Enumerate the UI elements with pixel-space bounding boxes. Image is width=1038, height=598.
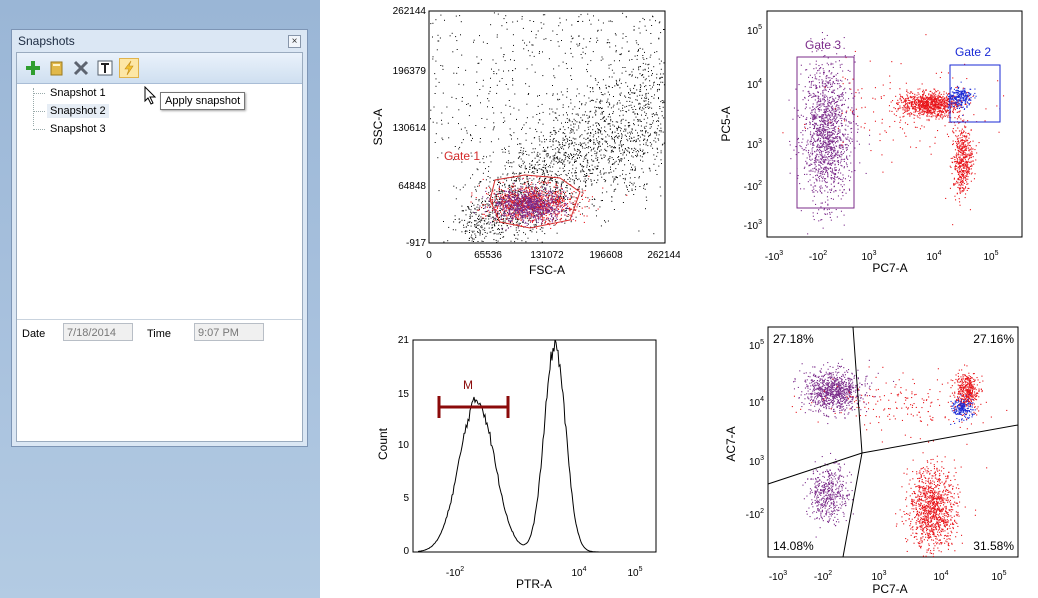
text-icon: [97, 60, 113, 76]
snapshot-tree: Snapshot 1 Snapshot 2 Snapshot 3: [17, 84, 302, 320]
delete-snapshot-button[interactable]: [71, 58, 91, 78]
gate-1-label: Gate 1: [444, 149, 480, 163]
y-tick-label: -917: [406, 238, 426, 249]
x-tick-label: 105: [983, 250, 998, 263]
date-field[interactable]: 7/18/2014: [63, 323, 133, 341]
gate-3-label: Gate 3: [805, 38, 841, 52]
y-tick-label: 5: [403, 493, 409, 504]
panel-title: Snapshots: [18, 34, 75, 48]
x-icon: [73, 60, 89, 76]
y-tick-label: 10: [398, 440, 410, 451]
y-tick-label: -103: [744, 219, 762, 232]
marker-label: M: [463, 378, 473, 392]
time-field[interactable]: 9:07 PM: [194, 323, 264, 341]
apply-snapshot-tooltip: Apply snapshot: [160, 92, 245, 110]
x-axis-label: FSC-A: [529, 263, 565, 277]
y-tick-label: 103: [749, 455, 764, 468]
x-tick-label: -102: [814, 570, 832, 583]
date-label: Date: [22, 328, 45, 340]
snapshot-toolbar: [17, 53, 302, 84]
y-tick-label: 21: [398, 335, 410, 346]
y-axis-label: AC7-A: [724, 426, 738, 461]
quadrant-top-right-percent: 27.16%: [973, 332, 1014, 346]
snapshot-item[interactable]: Snapshot 3: [47, 122, 109, 136]
y-tick-label: 262144: [393, 6, 427, 17]
plot-ptr-histogram: M 21 15 10 5 0 -102 104 105 PTR-A Count: [360, 330, 680, 598]
y-tick-label: 0: [403, 546, 409, 557]
y-tick-label: 105: [747, 24, 762, 37]
y-tick-label: 130614: [393, 123, 427, 134]
plot-ssc-vs-fsc: Gate 1 262144 196379 130614 64848 -917 0…: [360, 0, 680, 290]
y-axis-label: SSC-A: [371, 109, 385, 146]
open-snapshot-button[interactable]: [47, 58, 67, 78]
tree-connector: [33, 111, 45, 112]
x-tick-label: 65536: [474, 250, 502, 261]
x-tick-label: 104: [926, 250, 941, 263]
x-tick-label: -103: [765, 250, 783, 263]
x-tick-label: 105: [627, 566, 642, 579]
x-tick-label: -102: [446, 566, 464, 579]
x-tick-label: 0: [426, 250, 432, 261]
plot-frame[interactable]: [768, 327, 1018, 557]
y-axis-label: PC5-A: [719, 106, 733, 141]
y-tick-label: 64848: [398, 181, 426, 192]
quadrant-top-left-percent: 27.18%: [773, 332, 814, 346]
y-tick-label: 104: [749, 396, 764, 409]
plot-ac7-vs-pc7: 27.18% 27.16% 14.08% 31.58% 105 104 103 …: [710, 318, 1038, 598]
x-tick-label: -102: [809, 250, 827, 263]
y-tick-label: -102: [744, 180, 762, 193]
time-label: Time: [147, 328, 171, 340]
y-tick-label: -102: [746, 508, 764, 521]
panel-body: Snapshot 1 Snapshot 2 Snapshot 3 Date 7/…: [16, 52, 303, 442]
x-tick-label: 262144: [647, 250, 680, 261]
x-axis-label: PC7-A: [872, 582, 907, 596]
y-tick-label: 15: [398, 389, 410, 400]
add-snapshot-button[interactable]: [23, 58, 43, 78]
workspace-sidebar: Snapshots ×: [0, 0, 320, 598]
x-tick-label: 104: [571, 566, 586, 579]
x-tick-label: 131072: [530, 250, 564, 261]
lightning-icon: [121, 60, 137, 76]
apply-snapshot-button[interactable]: [119, 58, 139, 78]
y-axis-label: Count: [376, 427, 390, 460]
plus-icon: [25, 60, 41, 76]
y-tick-label: 196379: [393, 66, 427, 77]
plot-pc5-vs-pc7: Gate 3 Gate 2 105 104 103 -102 -103 -103…: [710, 0, 1038, 290]
tree-connector: [33, 129, 45, 130]
x-tick-label: 105: [991, 570, 1006, 583]
snapshot-item-selected[interactable]: Snapshot 2: [47, 104, 109, 118]
tree-connector: [33, 93, 45, 94]
x-tick-label: 196608: [589, 250, 623, 261]
x-tick-label: -103: [769, 570, 787, 583]
y-tick-label: 104: [747, 78, 762, 91]
x-axis-label: PC7-A: [872, 261, 907, 275]
folder-icon: [49, 60, 65, 76]
x-tick-label: 104: [933, 570, 948, 583]
mouse-cursor-icon: [144, 86, 158, 106]
x-axis-label: PTR-A: [516, 577, 552, 591]
close-panel-button[interactable]: ×: [288, 35, 301, 48]
quadrant-bottom-right-percent: 31.58%: [973, 539, 1014, 553]
snapshot-item[interactable]: Snapshot 1: [47, 86, 109, 100]
gate-2-label: Gate 2: [955, 45, 991, 59]
quadrant-bottom-left-percent: 14.08%: [773, 539, 814, 553]
y-tick-label: 105: [749, 339, 764, 352]
y-tick-label: 103: [747, 138, 762, 151]
rename-snapshot-button[interactable]: [95, 58, 115, 78]
